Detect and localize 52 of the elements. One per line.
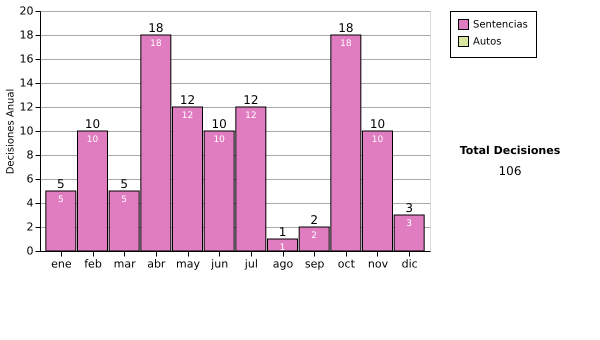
data-label: 3 (406, 219, 412, 229)
data-label: 18 (340, 39, 352, 49)
total-label: 2 (310, 213, 318, 227)
y-tick-label: 10 (20, 124, 34, 138)
x-tick-label: abr (147, 258, 166, 270)
x-tick-label: nov (368, 258, 389, 270)
total-label: 3 (405, 201, 413, 215)
y-tick-label: 20 (20, 4, 34, 18)
x-tick-label: may (176, 258, 200, 270)
data-label: 5 (121, 195, 128, 205)
total-label: 12 (180, 93, 196, 107)
y-tick-label: 18 (20, 28, 34, 42)
x-tick-label: mar (114, 258, 136, 270)
data-label: 12 (182, 111, 194, 121)
x-tick-label: jun (210, 258, 228, 270)
y-tick-label: 16 (20, 52, 34, 66)
data-label: 10 (372, 135, 384, 145)
x-tick-label: feb (84, 258, 102, 270)
x-tick-label: ago (272, 258, 294, 270)
total-label: 1 (278, 225, 286, 239)
y-tick-label: 8 (26, 148, 34, 162)
data-label: 1 (280, 243, 286, 253)
y-tick-label: 14 (20, 76, 34, 90)
data-label: 2 (311, 231, 318, 241)
y-tick-label: 4 (26, 196, 34, 210)
data-label: 5 (58, 195, 64, 205)
total-label: 5 (120, 177, 128, 191)
y-tick-label: 6 (26, 172, 34, 186)
x-tick-label: oct (338, 258, 356, 270)
y-tick-label: 12 (20, 100, 34, 114)
total-label: 5 (57, 177, 65, 191)
x-tick-label: jul (244, 258, 258, 270)
data-label: 10 (86, 135, 98, 145)
legend-label: Sentencias (473, 20, 528, 30)
total-label: 10 (212, 117, 227, 131)
y-tick-label: 0 (26, 244, 34, 258)
data-label: 10 (213, 135, 226, 145)
total-label: 10 (370, 117, 386, 131)
total-label: 10 (84, 117, 100, 131)
text: Total Decisiones (460, 144, 561, 157)
x-tick-label: ene (51, 258, 72, 270)
y-tick-label: 2 (26, 220, 34, 234)
data-label: 18 (150, 39, 162, 49)
total-label: 18 (148, 21, 164, 35)
total-label: 12 (243, 93, 258, 107)
x-tick-label: dic (402, 258, 418, 270)
y-axis-title: Decisiones Anual (6, 88, 17, 174)
text: 106 (498, 164, 522, 178)
total-label: 18 (338, 21, 354, 35)
legend-label: Autos (473, 36, 502, 48)
x-tick-label: sep (304, 258, 324, 270)
data-label: 12 (245, 111, 257, 121)
